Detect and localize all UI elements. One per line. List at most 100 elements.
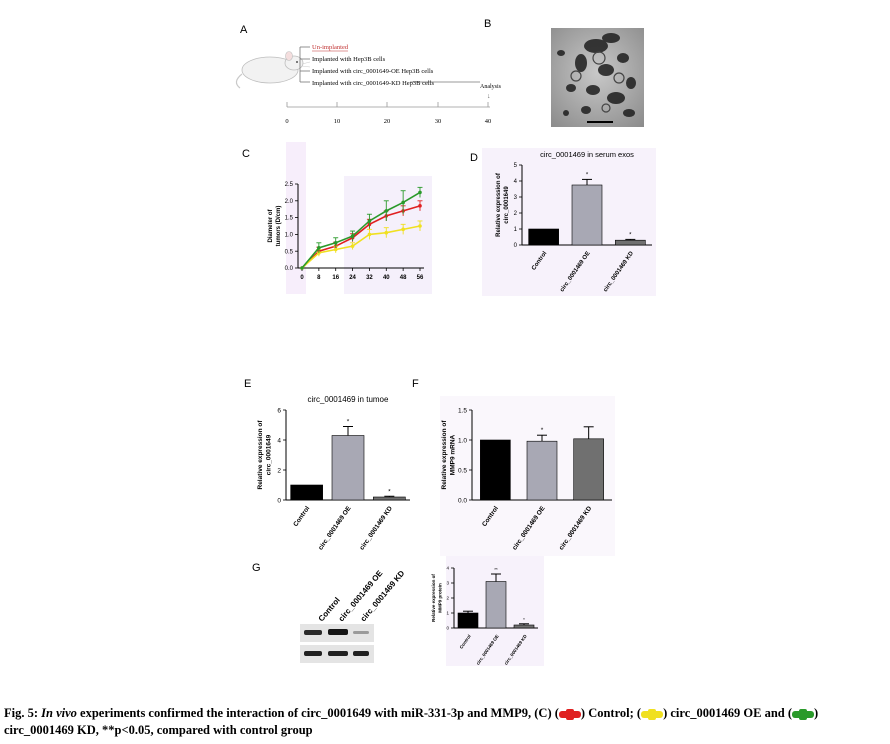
x-tick-label: 48 xyxy=(400,275,407,281)
timeline-tick: 30 xyxy=(435,118,442,125)
x-tick-label-group: Control xyxy=(481,505,500,528)
significance-mark: * xyxy=(347,419,350,426)
significance-mark: * xyxy=(523,617,525,622)
x-tick-label-group: Control xyxy=(292,505,311,528)
x-tick-label-group: circ_0001469 OE xyxy=(511,505,547,552)
y-tick-label: 1.5 xyxy=(285,216,294,222)
y-tick-label: 0 xyxy=(446,626,449,631)
series-line xyxy=(301,191,421,269)
figure-caption: Fig. 5: In vivo experiments confirmed th… xyxy=(4,705,886,739)
western-blot: Control circ_0001469 OE circ_0001469 KD xyxy=(300,568,407,663)
x-tick-label: circ_0001469 OE xyxy=(475,634,500,666)
group-label: Implanted with circ_0001649-OE Hep3B cel… xyxy=(312,68,434,75)
data-point xyxy=(401,227,405,232)
bar xyxy=(480,439,511,501)
x-tick-label: circ_0001469 OE xyxy=(511,505,547,552)
x-tick-label-group: circ_0001469 KD xyxy=(359,505,395,552)
kd-swatch-icon xyxy=(792,708,815,720)
x-tick-label-group: circ_0001469 KD xyxy=(558,505,594,552)
y-tick-label: 2.5 xyxy=(285,182,294,188)
tem-micrograph xyxy=(551,28,644,127)
bar xyxy=(485,581,507,629)
y-tick-label: 0.5 xyxy=(458,467,467,474)
data-point xyxy=(367,232,372,237)
y-tick-label: 4 xyxy=(514,179,518,185)
x-tick-label: circ_0001469 OE xyxy=(559,251,591,294)
x-tick-label: 56 xyxy=(417,275,424,281)
significance-mark: * xyxy=(541,427,544,434)
y-axis-label: Diameter of tumors (D/cm) xyxy=(268,206,282,247)
x-tick-label: Control xyxy=(292,505,311,528)
bar xyxy=(290,484,323,501)
timeline-tick: 20 xyxy=(384,118,391,125)
data-point xyxy=(317,246,321,250)
timeline-tick: 0 xyxy=(285,118,288,125)
chart-title: circ_0001469 in serum exos xyxy=(540,150,634,159)
data-point xyxy=(418,190,422,195)
x-tick-label: 32 xyxy=(366,275,373,281)
group-label: Un-implanted xyxy=(312,44,349,51)
y-tick-label: 1 xyxy=(514,227,518,233)
y-axis-label-line: Relative expression of xyxy=(431,574,436,622)
y-tick-label: 0 xyxy=(514,243,518,249)
y-axis-label: Relative expression of circ_0001649 xyxy=(496,172,510,237)
x-tick-label: 8 xyxy=(317,275,321,281)
x-tick-label: 16 xyxy=(332,275,339,281)
data-point xyxy=(418,204,422,208)
x-tick-label-group: Control xyxy=(531,250,548,271)
analysis-label: Analysis xyxy=(480,84,502,90)
panel-label-b: B xyxy=(484,18,492,30)
data-point xyxy=(350,244,355,248)
y-axis-label-line: circ_0001649 xyxy=(265,434,272,475)
group-bracket xyxy=(299,46,480,83)
caption-part: ) circ_0001469 OE and ( xyxy=(663,706,793,720)
y-axis-label: Relative expression of MMP9 mRNA xyxy=(441,420,457,490)
bar xyxy=(331,435,365,501)
y-tick-label: 1.0 xyxy=(458,437,467,444)
y-axis-label: Relative expression of circ_0001649 xyxy=(257,420,273,490)
y-axis-label-line: Diameter of xyxy=(268,208,274,242)
x-tick-label-group: circ_0001469 OE xyxy=(317,505,353,552)
y-tick-label: 2.0 xyxy=(285,199,294,205)
data-point xyxy=(401,200,405,205)
y-axis-label-line: Relative expression of xyxy=(496,172,502,237)
oe-swatch-icon xyxy=(641,708,664,720)
x-tick-label: Control xyxy=(459,634,472,650)
x-tick-label: Control xyxy=(481,505,500,528)
tumor-growth-chart: 0.0 0.5 1.0 1.5 2.0 2.5 Diameter of tumors (D/c… xyxy=(268,182,424,281)
caption-italic: In vivo xyxy=(41,706,77,720)
y-axis-label-line: tumors (D/cm) xyxy=(276,206,282,247)
y-tick-label: 0.5 xyxy=(285,249,294,255)
x-tick-label: circ_0001469 KD xyxy=(603,250,636,293)
x-tick-label: circ_0001469 OE xyxy=(317,505,353,552)
y-axis-label: Relative expression of MMP9 protein xyxy=(431,574,443,622)
x-tick-label: circ_0001469 KD xyxy=(558,505,594,552)
y-tick-label: 2 xyxy=(446,596,449,601)
panel-label-d: D xyxy=(470,152,478,164)
series-line xyxy=(301,205,421,269)
significance-mark: ** xyxy=(494,567,498,572)
panel-label-e: E xyxy=(244,378,252,390)
bar xyxy=(457,612,479,629)
y-axis-label-line: MMP9 mRNA xyxy=(449,434,456,475)
caption-prefix: Fig. 5: xyxy=(4,706,42,720)
bar xyxy=(571,184,603,246)
bar xyxy=(513,624,535,629)
y-tick-label: 5 xyxy=(514,163,518,169)
bar xyxy=(373,496,406,501)
group-label: Implanted with Hep3B cells xyxy=(312,56,386,63)
bar xyxy=(528,228,559,246)
y-tick-label: 0.0 xyxy=(285,266,294,272)
y-tick-label: 1 xyxy=(446,611,449,616)
data-point xyxy=(333,247,338,252)
y-tick-label: 1.0 xyxy=(285,233,294,239)
x-tick-label: circ_0001469 KD xyxy=(359,505,395,552)
data-point xyxy=(333,241,338,245)
control-swatch-icon xyxy=(558,708,581,720)
x-tick-label: 0 xyxy=(300,275,304,281)
significance-mark: * xyxy=(388,488,391,495)
data-point xyxy=(367,219,372,223)
x-tick-label-group: circ_0001469 OE xyxy=(475,634,500,666)
